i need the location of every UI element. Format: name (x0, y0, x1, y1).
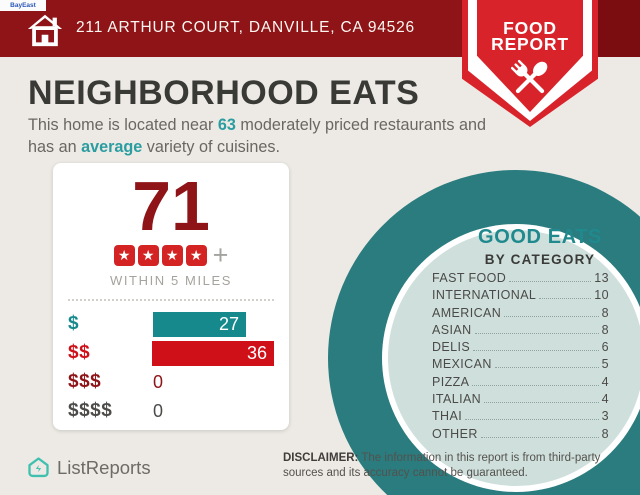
intro-text: This home is located near 63 moderately … (28, 116, 487, 157)
star-icon: ★ (161, 244, 183, 266)
zero-value: 0 (153, 371, 164, 392)
dot-leader (465, 419, 599, 421)
bar-one-dollar: 27 (153, 311, 246, 337)
list-item: ASIAN 8 (432, 322, 609, 337)
dotted-divider (68, 298, 274, 301)
dot-leader (509, 281, 592, 282)
property-address: 211 ARTHUR COURT, DANVILLE, CA 94526 (76, 19, 415, 36)
food-report-badge: FOOD REPORT (462, 0, 598, 127)
zero-value: 0 (153, 400, 164, 421)
mls-watermark: BayEast (0, 0, 46, 11)
good-eats-subtitle: BY CATEGORY (484, 252, 596, 267)
star-rating: ★ ★ ★ ★ + (53, 239, 289, 270)
plus-sign: + (212, 239, 229, 270)
radius-label: WITHIN 5 MILES (109, 272, 233, 288)
star-icon: ★ (113, 244, 135, 266)
star-icon: ★ (185, 244, 207, 266)
spoon-fork-icon (510, 59, 548, 94)
price-row: $$ 36 (68, 339, 274, 368)
list-item: ITALIAN 4 (432, 392, 609, 407)
good-eats-title: GOOD EATS (478, 226, 602, 248)
house-icon (27, 14, 63, 47)
listreports-logo-icon (28, 457, 49, 478)
badge-title: FOOD REPORT (491, 18, 569, 54)
price-tier-label: $$ (68, 342, 91, 363)
price-tier-chart: $ 27 $$ 36 $$$ 0 $$$$ 0 (53, 310, 289, 426)
list-item: MEXICAN 5 (432, 357, 609, 372)
price-row: $$$$ 0 (68, 397, 274, 426)
price-row: $ 27 (68, 310, 274, 339)
restaurant-count: 63 (217, 116, 236, 134)
bar-two-dollar: 36 (151, 340, 274, 366)
list-item: FAST FOOD 13 (432, 271, 609, 285)
list-item: PIZZA 4 (432, 374, 609, 389)
page-title: NEIGHBORHOOD EATS (28, 74, 420, 112)
good-eats-header: GOOD EATS BY CATEGORY (408, 226, 640, 267)
badge-border (468, 0, 592, 121)
list-item: AMERICAN 8 (432, 305, 609, 320)
dot-leader (484, 402, 599, 404)
dot-leader (494, 367, 599, 369)
price-tier-label: $$$$ (68, 400, 113, 421)
variety-highlight: average (81, 138, 143, 157)
star-icon: ★ (137, 244, 159, 266)
listreports-brand: ListReports (27, 456, 151, 479)
dot-leader (473, 350, 599, 352)
score-card: 71 ★ ★ ★ ★ + WITHIN 5 MILES $ 27 $$ 36 $$$ … (53, 163, 289, 430)
price-row: $$$ 0 (68, 368, 274, 397)
dot-leader (480, 436, 599, 438)
header-ribbon-shadow (596, 0, 640, 57)
star-tiles: ★ ★ ★ ★ (113, 244, 207, 266)
list-item: OTHER 8 (432, 426, 609, 441)
list-item: THAI 3 (432, 409, 609, 424)
list-item: DELIS 6 (432, 340, 609, 355)
price-tier-label: $ (68, 313, 80, 334)
food-score: 71 (132, 167, 210, 245)
dot-leader (539, 298, 592, 300)
dot-leader (474, 332, 599, 334)
brand-name: ListReports (57, 456, 151, 478)
dot-leader (504, 315, 599, 317)
list-item: INTERNATIONAL 10 (432, 288, 609, 303)
dot-leader (472, 384, 599, 386)
disclaimer: DISCLAIMER: The information in this repo… (283, 452, 601, 480)
category-list: FAST FOOD 13 INTERNATIONAL 10 AMERICAN 8 AS… (432, 271, 609, 444)
price-tier-label: $$$ (68, 371, 102, 392)
